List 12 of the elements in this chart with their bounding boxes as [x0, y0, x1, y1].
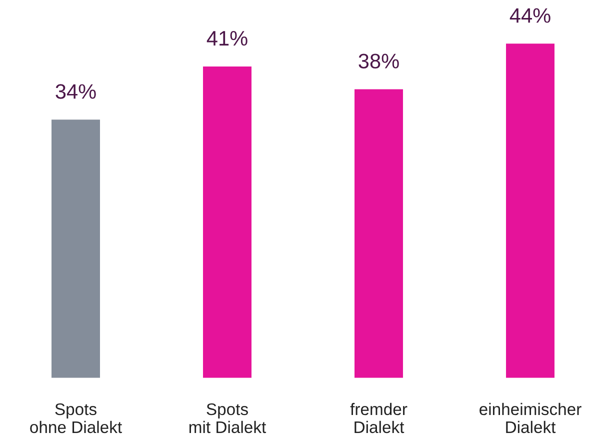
data-label: 38%: [358, 54, 399, 68]
x-tick-label: Spots mit Dialekt: [189, 403, 266, 434]
bar: [52, 120, 100, 378]
data-label: 44%: [510, 8, 550, 23]
bar: [506, 44, 554, 378]
data-label: 34%: [56, 84, 96, 99]
bar: [354, 89, 403, 378]
x-tick-label: fremder Dialekt: [350, 402, 408, 434]
bar: [203, 66, 252, 378]
x-tick-label: Spots ohne Dialekt: [30, 403, 122, 434]
x-tick-label: einheimischer Dialekt: [480, 402, 582, 434]
data-label: 41%: [206, 31, 248, 46]
